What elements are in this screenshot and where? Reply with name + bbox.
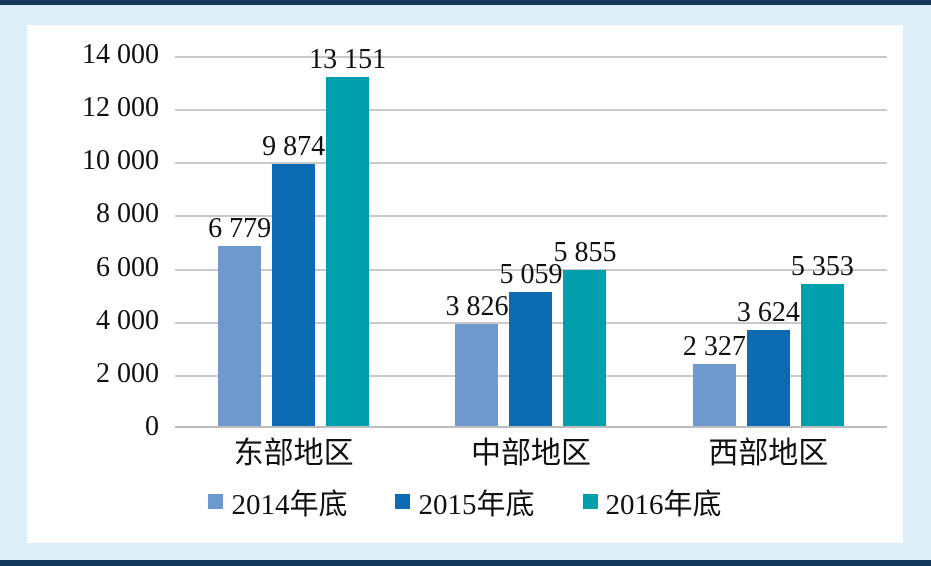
legend-swatch-icon xyxy=(395,494,411,509)
bar: 13 151 xyxy=(309,45,386,426)
bar-group: 2 327 3 624 5 353 xyxy=(683,252,854,426)
gridline xyxy=(175,215,887,218)
bar: 6 779 xyxy=(208,214,271,426)
y-axis-tick-label: 10 000 xyxy=(82,145,159,177)
y-axis-tick-label: 0 xyxy=(145,410,159,442)
y-axis-tick-label: 6 000 xyxy=(96,251,159,283)
bar-group: 6 779 9 874 13 151 xyxy=(208,45,386,426)
top-border-rule xyxy=(0,0,931,5)
bar-groups: 6 779 9 874 13 151 3 826 5 059 5 855 2 327 3 62… xyxy=(175,45,887,426)
bar: 5 059 xyxy=(499,260,562,426)
bar: 9 874 xyxy=(262,132,325,426)
legend-swatch-icon xyxy=(582,494,598,509)
legend-label: 2014年底 xyxy=(231,489,348,521)
legend-item: 2014年底 xyxy=(208,491,347,520)
y-axis-tick-label: 2 000 xyxy=(96,357,159,389)
legend-swatch-icon xyxy=(208,494,224,509)
bar-value-label: 2 327 xyxy=(682,331,746,363)
legend-label: 2015年底 xyxy=(418,489,535,521)
legend-item: 2015年底 xyxy=(395,489,535,521)
gridline xyxy=(175,162,887,165)
bar: 5 855 xyxy=(553,239,616,426)
bar-value-label: 3 624 xyxy=(736,296,800,328)
bar: 3 826 xyxy=(445,293,508,426)
bar-value-label: 6 779 xyxy=(208,212,272,244)
bar-value-label: 9 874 xyxy=(262,130,326,162)
bar-value-label: 5 855 xyxy=(553,237,617,269)
bar-value-label: 3 826 xyxy=(445,291,509,323)
legend: 2014年底 2015年底 2016年底 xyxy=(27,491,903,520)
bar-value-label: 13 151 xyxy=(309,43,387,75)
y-axis-tick-label: 4 000 xyxy=(96,304,159,336)
bar: 3 624 xyxy=(737,298,800,426)
bar-value-label: 5 353 xyxy=(790,250,854,282)
bar-group: 3 826 5 059 5 855 xyxy=(445,239,616,426)
category-label: 东部地区 xyxy=(233,437,354,470)
gridline xyxy=(175,109,887,112)
y-axis-tick-label: 14 000 xyxy=(82,38,159,70)
bar: 5 353 xyxy=(791,252,854,426)
gridline xyxy=(175,268,887,271)
category-label: 西部地区 xyxy=(708,437,829,470)
category-label: 中部地区 xyxy=(470,437,591,470)
y-axis-tick-label: 12 000 xyxy=(82,91,159,123)
y-axis-tick-label: 8 000 xyxy=(96,198,159,230)
bar: 2 327 xyxy=(683,333,746,426)
y-axis: 0 2 000 4 000 6 000 8 000 10 000 12 000 14 000 xyxy=(27,40,165,440)
plot-area: 6 779 9 874 13 151 3 826 5 059 5 855 2 327 3 62… xyxy=(175,45,887,428)
x-axis-category-labels: 东部地区 中部地区 西部地区 xyxy=(175,439,887,469)
bottom-border-rule xyxy=(0,560,931,566)
legend-label: 2016年底 xyxy=(605,489,722,521)
gridline xyxy=(175,56,887,58)
legend-item: 2016年底 xyxy=(582,489,722,521)
bar-value-label: 5 059 xyxy=(499,258,563,290)
